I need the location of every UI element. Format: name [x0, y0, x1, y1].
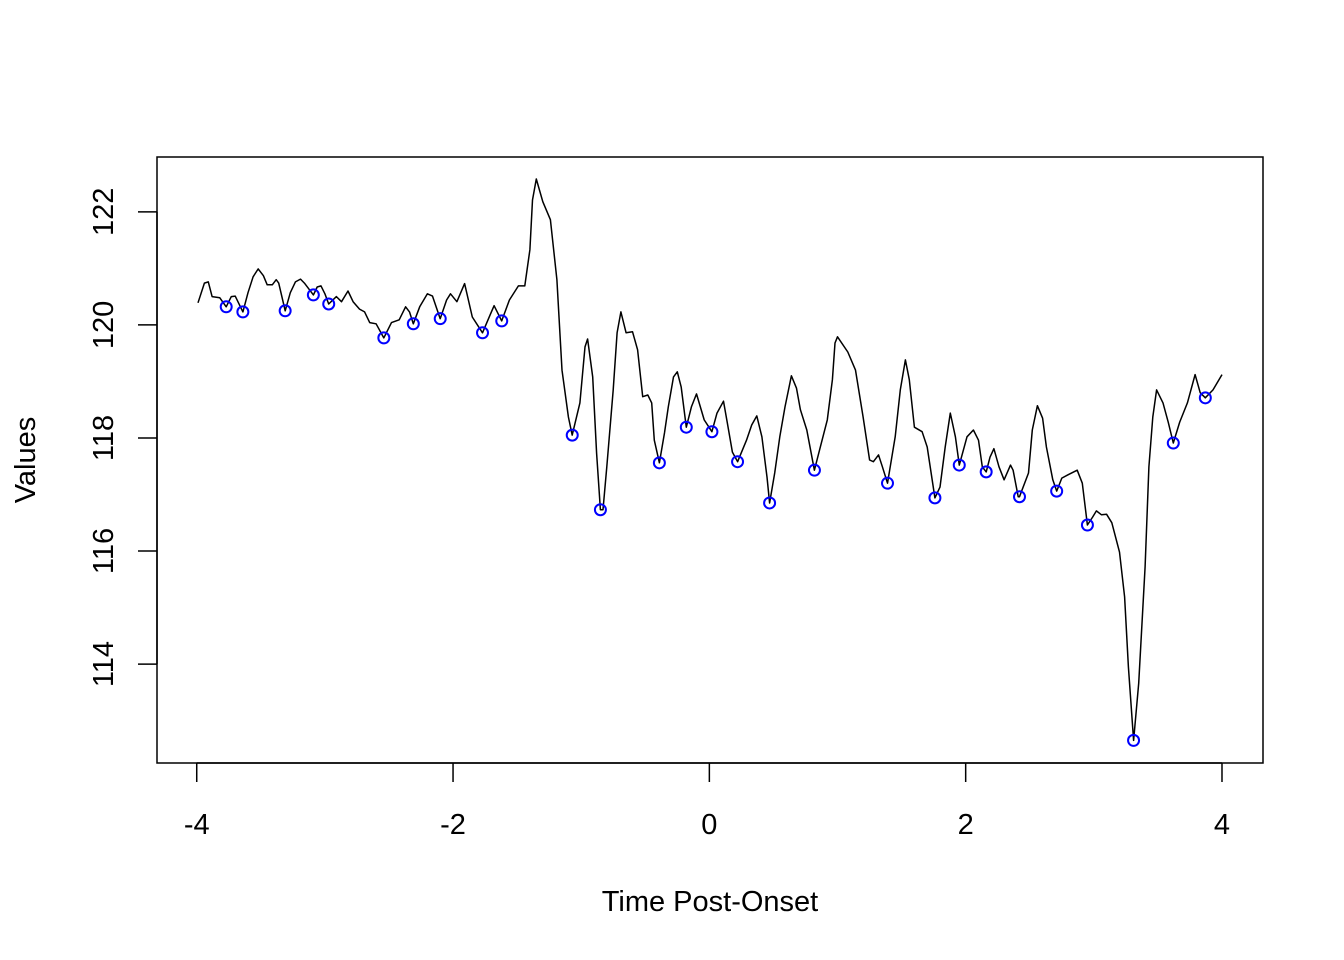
minimum-point: [306, 288, 320, 302]
minimum-point: [979, 465, 993, 479]
minimum-point: [495, 314, 509, 328]
minimum-point: [1166, 436, 1180, 450]
y-tick-label: 120: [88, 301, 120, 349]
minimum-point: [433, 312, 447, 326]
minimum-point: [731, 455, 745, 469]
minimum-point: [406, 317, 420, 331]
minimum-point: [1013, 490, 1027, 504]
minimum-point: [593, 503, 607, 517]
minimum-point: [476, 326, 490, 340]
minimum-point: [652, 456, 666, 470]
minimum-point: [880, 476, 894, 490]
x-tick-label: 4: [1214, 809, 1230, 841]
signal-line: [197, 178, 1223, 742]
minimum-point: [928, 491, 942, 505]
minimum-point: [1050, 484, 1064, 498]
minimum-point: [1198, 391, 1212, 405]
plot-frame: [156, 156, 1264, 764]
minimum-point: [322, 297, 336, 311]
y-tick-label: 122: [88, 188, 120, 236]
minimum-point: [1080, 518, 1094, 532]
minimum-point: [807, 463, 821, 477]
y-axis-title: Values: [10, 417, 42, 504]
x-axis: -4 -2 0 2 4: [184, 762, 1230, 841]
y-tick-label: 118: [88, 415, 120, 461]
y-axis: 114 116 118 120 122: [88, 188, 158, 687]
minimum-point: [705, 425, 719, 439]
x-axis-title: Time Post-Onset: [602, 886, 818, 918]
minimum-point: [219, 300, 233, 314]
x-tick-label: 0: [701, 809, 717, 841]
x-tick-label: 2: [958, 809, 974, 841]
y-tick-label: 116: [88, 528, 120, 574]
minimum-point: [377, 331, 391, 345]
minimum-point: [763, 496, 777, 510]
x-tick-label: -4: [184, 809, 210, 841]
minimum-point: [679, 420, 693, 434]
minimum-point: [278, 304, 292, 318]
minimum-point: [236, 305, 250, 319]
minimum-point: [1127, 733, 1141, 747]
minimum-point: [565, 428, 579, 442]
minima-points: [219, 288, 1212, 747]
minimum-point: [952, 458, 966, 472]
y-tick-label: 114: [88, 641, 120, 687]
x-tick-label: -2: [440, 809, 466, 841]
